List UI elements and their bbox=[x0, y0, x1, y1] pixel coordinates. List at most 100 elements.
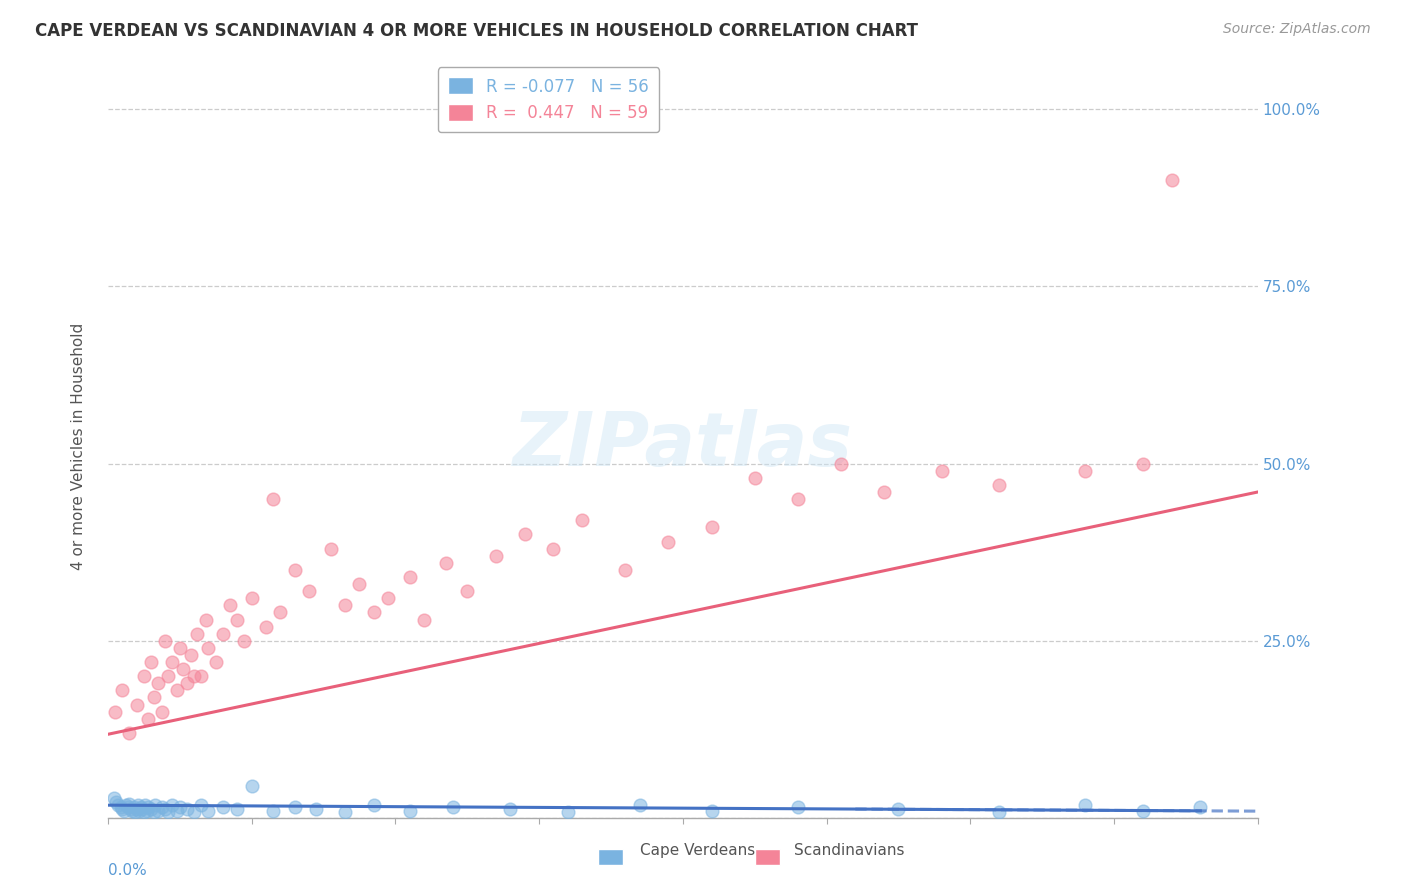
Point bbox=[988, 805, 1011, 820]
Point bbox=[557, 805, 579, 820]
Point bbox=[1160, 173, 1182, 187]
Point bbox=[186, 626, 208, 640]
Point bbox=[398, 804, 420, 818]
Point bbox=[162, 655, 184, 669]
Point bbox=[129, 800, 152, 814]
Point bbox=[180, 648, 202, 662]
Point bbox=[744, 471, 766, 485]
Point bbox=[571, 513, 593, 527]
Point bbox=[152, 705, 174, 719]
Point bbox=[172, 662, 194, 676]
Point bbox=[1074, 464, 1097, 478]
Point bbox=[931, 464, 953, 478]
Point bbox=[136, 712, 159, 726]
Point bbox=[284, 563, 307, 577]
Point bbox=[988, 478, 1011, 492]
Point bbox=[103, 791, 125, 805]
Point bbox=[363, 798, 385, 813]
Point bbox=[204, 655, 226, 669]
Point bbox=[131, 802, 153, 816]
Point bbox=[118, 726, 141, 740]
Point bbox=[117, 800, 139, 814]
Point bbox=[183, 669, 205, 683]
Point bbox=[513, 527, 536, 541]
Point bbox=[363, 606, 385, 620]
Point bbox=[628, 798, 651, 813]
Point bbox=[887, 802, 910, 816]
Point bbox=[125, 802, 148, 816]
Point bbox=[499, 802, 522, 816]
Point bbox=[120, 802, 142, 816]
Point bbox=[413, 613, 436, 627]
Point bbox=[700, 804, 723, 818]
Point bbox=[240, 591, 263, 606]
Point bbox=[104, 705, 127, 719]
Point bbox=[700, 520, 723, 534]
Point bbox=[128, 804, 150, 818]
Text: ZIPatlas: ZIPatlas bbox=[513, 409, 853, 483]
Point bbox=[127, 798, 149, 813]
Point bbox=[1189, 800, 1212, 814]
Point bbox=[125, 698, 148, 712]
Text: CAPE VERDEAN VS SCANDINAVIAN 4 OR MORE VEHICLES IN HOUSEHOLD CORRELATION CHART: CAPE VERDEAN VS SCANDINAVIAN 4 OR MORE V… bbox=[35, 22, 918, 40]
Point bbox=[190, 798, 212, 813]
Point bbox=[194, 613, 217, 627]
Text: Source: ZipAtlas.com: Source: ZipAtlas.com bbox=[1223, 22, 1371, 37]
Point bbox=[1074, 798, 1097, 813]
Point bbox=[333, 599, 356, 613]
Point bbox=[226, 613, 249, 627]
Point bbox=[377, 591, 399, 606]
Point bbox=[146, 676, 169, 690]
Point bbox=[107, 798, 129, 813]
Point bbox=[166, 804, 188, 818]
Point bbox=[240, 779, 263, 793]
Point bbox=[134, 798, 156, 813]
Point bbox=[197, 640, 219, 655]
Point bbox=[226, 802, 249, 816]
Point bbox=[118, 797, 141, 811]
Point bbox=[157, 669, 180, 683]
Point bbox=[124, 805, 146, 820]
Point bbox=[434, 556, 457, 570]
Point bbox=[298, 584, 321, 599]
Point bbox=[142, 690, 165, 705]
Point bbox=[132, 669, 155, 683]
Point bbox=[398, 570, 420, 584]
Point bbox=[143, 798, 166, 813]
Point bbox=[139, 802, 162, 816]
Point bbox=[122, 800, 145, 814]
Point bbox=[105, 795, 128, 809]
Point bbox=[830, 457, 852, 471]
Point bbox=[319, 541, 342, 556]
Point bbox=[254, 619, 277, 633]
Point bbox=[786, 491, 808, 506]
Point bbox=[219, 599, 242, 613]
Point bbox=[349, 577, 371, 591]
Point bbox=[157, 805, 180, 820]
Point bbox=[110, 800, 132, 814]
Point bbox=[190, 669, 212, 683]
Point bbox=[135, 804, 157, 818]
Point bbox=[162, 798, 184, 813]
Point bbox=[176, 676, 198, 690]
Point bbox=[269, 606, 291, 620]
Point bbox=[262, 491, 284, 506]
Point bbox=[262, 804, 284, 818]
Point bbox=[111, 802, 134, 816]
Point bbox=[1132, 804, 1154, 818]
Point bbox=[543, 541, 565, 556]
Point bbox=[197, 804, 219, 818]
Point bbox=[169, 640, 191, 655]
Y-axis label: 4 or more Vehicles in Household: 4 or more Vehicles in Household bbox=[72, 322, 86, 570]
Point bbox=[121, 804, 143, 818]
Point bbox=[873, 485, 896, 500]
Point bbox=[786, 800, 808, 814]
Point bbox=[456, 584, 478, 599]
Point bbox=[284, 800, 307, 814]
Point bbox=[139, 655, 162, 669]
Point bbox=[142, 805, 165, 820]
Point bbox=[333, 805, 356, 820]
Point bbox=[233, 633, 256, 648]
Point bbox=[155, 633, 177, 648]
Text: Scandinavians: Scandinavians bbox=[794, 843, 905, 858]
